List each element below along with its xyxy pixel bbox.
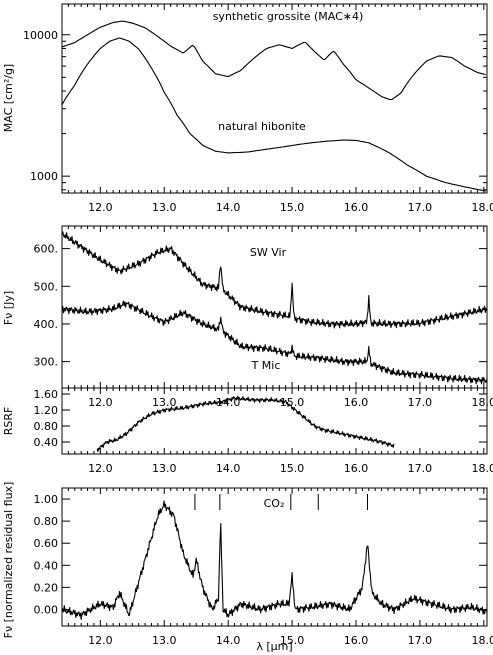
x-tick-label: 16.0 [344,634,369,647]
series-line-natural-hibonite [61,37,486,192]
y-tick-label: 1.20 [34,404,59,417]
y-tick-label: 0.00 [34,603,59,616]
series-line-panel-4 [61,500,488,620]
series-label: SW Vir [250,246,287,259]
y-tick-label: 0.40 [34,436,59,449]
series-label: synthetic grossite (MAC∗4) [213,10,364,23]
y-tick-label: 0.80 [34,515,59,528]
y-tick-label: 300. [34,356,59,369]
x-tick-label: 17.0 [408,396,433,409]
plot-frame [61,3,488,194]
x-tick-label: 14.0 [216,396,241,409]
x-tick-label: 17.0 [408,634,433,647]
y-tick-label: 400. [34,318,59,331]
x-tick-label: 14.0 [216,201,241,214]
x-tick-label: 15.0 [280,201,305,214]
y-axis-label: MAC [cm²/g] [2,64,15,132]
x-tick-label: 12.0 [88,201,113,214]
panel-3: 12.0 13.0 14.0 15.0 16.0 17.0 18.0 0.40 0.80 1.20… [2,387,493,475]
x-tick-label: 13.0 [152,462,177,475]
x-tick-label: 15.0 [280,634,305,647]
x-axis-label: λ [μm] [256,640,292,653]
x-tick-label: 13.0 [152,396,177,409]
x-tick-label: 17.0 [408,462,433,475]
x-tick-label: 18.0 [472,462,493,475]
panel-2: 12.0 13.0 14.0 15.0 16.0 17.0 18.0 300. 400. 500.… [2,225,493,409]
y-tick-label: 1.60 [34,388,59,401]
x-tick-label: 17.0 [408,201,433,214]
x-tick-label: 15.0 [280,462,305,475]
x-tick-label: 12.0 [88,396,113,409]
plot-frame [61,387,488,455]
x-tick-label: 18.0 [472,634,493,647]
x-tick-label: 12.0 [88,634,113,647]
y-tick-label: 0.20 [34,581,59,594]
panel-1: 12.0 13.0 14.0 15.0 16.0 17.0 18.0 1000 10000 MAC… [2,3,493,214]
y-tick-label: 0.60 [34,537,59,550]
x-tick-label: 15.0 [280,396,305,409]
co2-annotation: CO₂ [264,497,285,510]
x-tick-label: 16.0 [344,462,369,475]
series-line-synthetic-grossite-mac-4- [61,20,486,101]
x-tick-label: 14.0 [216,462,241,475]
y-tick-label: 0.80 [34,420,59,433]
series-label: natural hibonite [218,120,306,133]
y-axis-label: RSRF [2,407,15,436]
x-tick-label: 13.0 [152,201,177,214]
series-label: T Mic [251,359,281,372]
series-line-panel-3 [96,395,395,453]
y-tick-label: 500. [34,280,59,293]
y-tick-label: 10000 [23,29,58,42]
x-tick-label: 18.0 [472,396,493,409]
y-tick-label: 1.00 [34,493,59,506]
x-tick-label: 14.0 [216,634,241,647]
plot-frame [61,487,488,627]
y-axis-label: Fν [Jy] [2,291,15,325]
x-tick-label: 13.0 [152,634,177,647]
x-tick-label: 16.0 [344,201,369,214]
y-tick-label: 1000 [30,170,58,183]
panel-4: 12.0 13.0 14.0 15.0 16.0 17.0 18.0 0.00 0.20 0.40… [2,482,493,653]
x-tick-label: 16.0 [344,396,369,409]
series-line-sw-vir [61,231,488,329]
y-tick-label: 600. [34,243,59,256]
x-tick-label: 12.0 [88,462,113,475]
x-tick-label: 18.0 [472,201,493,214]
series-line-t-mic [61,300,488,385]
y-axis-label: Fν [normalized residual flux] [2,482,15,639]
y-tick-label: 0.40 [34,559,59,572]
